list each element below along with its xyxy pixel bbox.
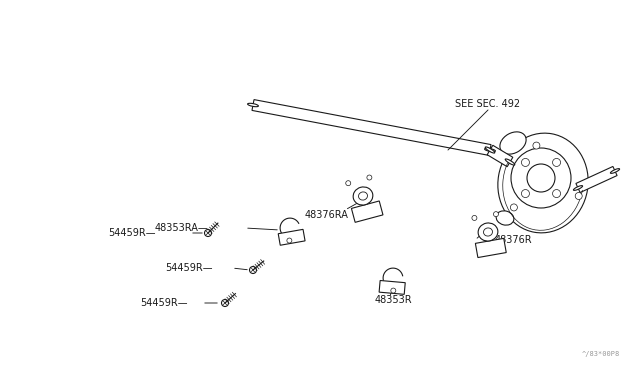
Polygon shape xyxy=(278,230,305,245)
Polygon shape xyxy=(476,238,506,257)
Circle shape xyxy=(205,230,211,237)
Text: 48376R: 48376R xyxy=(495,235,532,245)
Ellipse shape xyxy=(498,133,588,233)
Circle shape xyxy=(493,212,499,217)
Ellipse shape xyxy=(248,103,259,107)
Polygon shape xyxy=(576,166,617,193)
Ellipse shape xyxy=(496,211,514,225)
Ellipse shape xyxy=(478,223,498,241)
Circle shape xyxy=(221,299,228,307)
Ellipse shape xyxy=(611,169,620,173)
Circle shape xyxy=(287,238,292,243)
Ellipse shape xyxy=(500,132,526,154)
Text: 54459R—: 54459R— xyxy=(108,228,156,238)
Ellipse shape xyxy=(484,148,495,152)
Text: 48376RA: 48376RA xyxy=(305,210,349,220)
Ellipse shape xyxy=(483,228,493,236)
Circle shape xyxy=(533,142,540,149)
Ellipse shape xyxy=(353,187,373,205)
Circle shape xyxy=(510,204,517,211)
Text: 54459R—: 54459R— xyxy=(140,298,188,308)
Circle shape xyxy=(391,288,396,293)
Polygon shape xyxy=(351,201,383,222)
Circle shape xyxy=(346,181,351,186)
Circle shape xyxy=(522,158,529,166)
Circle shape xyxy=(527,164,555,192)
Circle shape xyxy=(511,148,571,208)
Text: ^/83*00P8: ^/83*00P8 xyxy=(582,351,620,357)
Ellipse shape xyxy=(358,192,367,200)
Circle shape xyxy=(522,190,529,198)
Text: 54459R—: 54459R— xyxy=(165,263,212,273)
Polygon shape xyxy=(252,100,491,155)
Circle shape xyxy=(367,175,372,180)
Text: 48353R: 48353R xyxy=(375,295,413,305)
Circle shape xyxy=(250,266,257,273)
Polygon shape xyxy=(379,280,405,294)
Text: 48353RA—: 48353RA— xyxy=(155,223,209,233)
Polygon shape xyxy=(487,145,513,167)
Circle shape xyxy=(552,158,561,166)
Circle shape xyxy=(575,192,582,199)
Ellipse shape xyxy=(573,186,582,190)
Text: SEE SEC. 492: SEE SEC. 492 xyxy=(455,99,520,109)
Circle shape xyxy=(552,190,561,198)
Ellipse shape xyxy=(485,147,495,153)
Circle shape xyxy=(472,215,477,221)
Ellipse shape xyxy=(505,159,515,165)
